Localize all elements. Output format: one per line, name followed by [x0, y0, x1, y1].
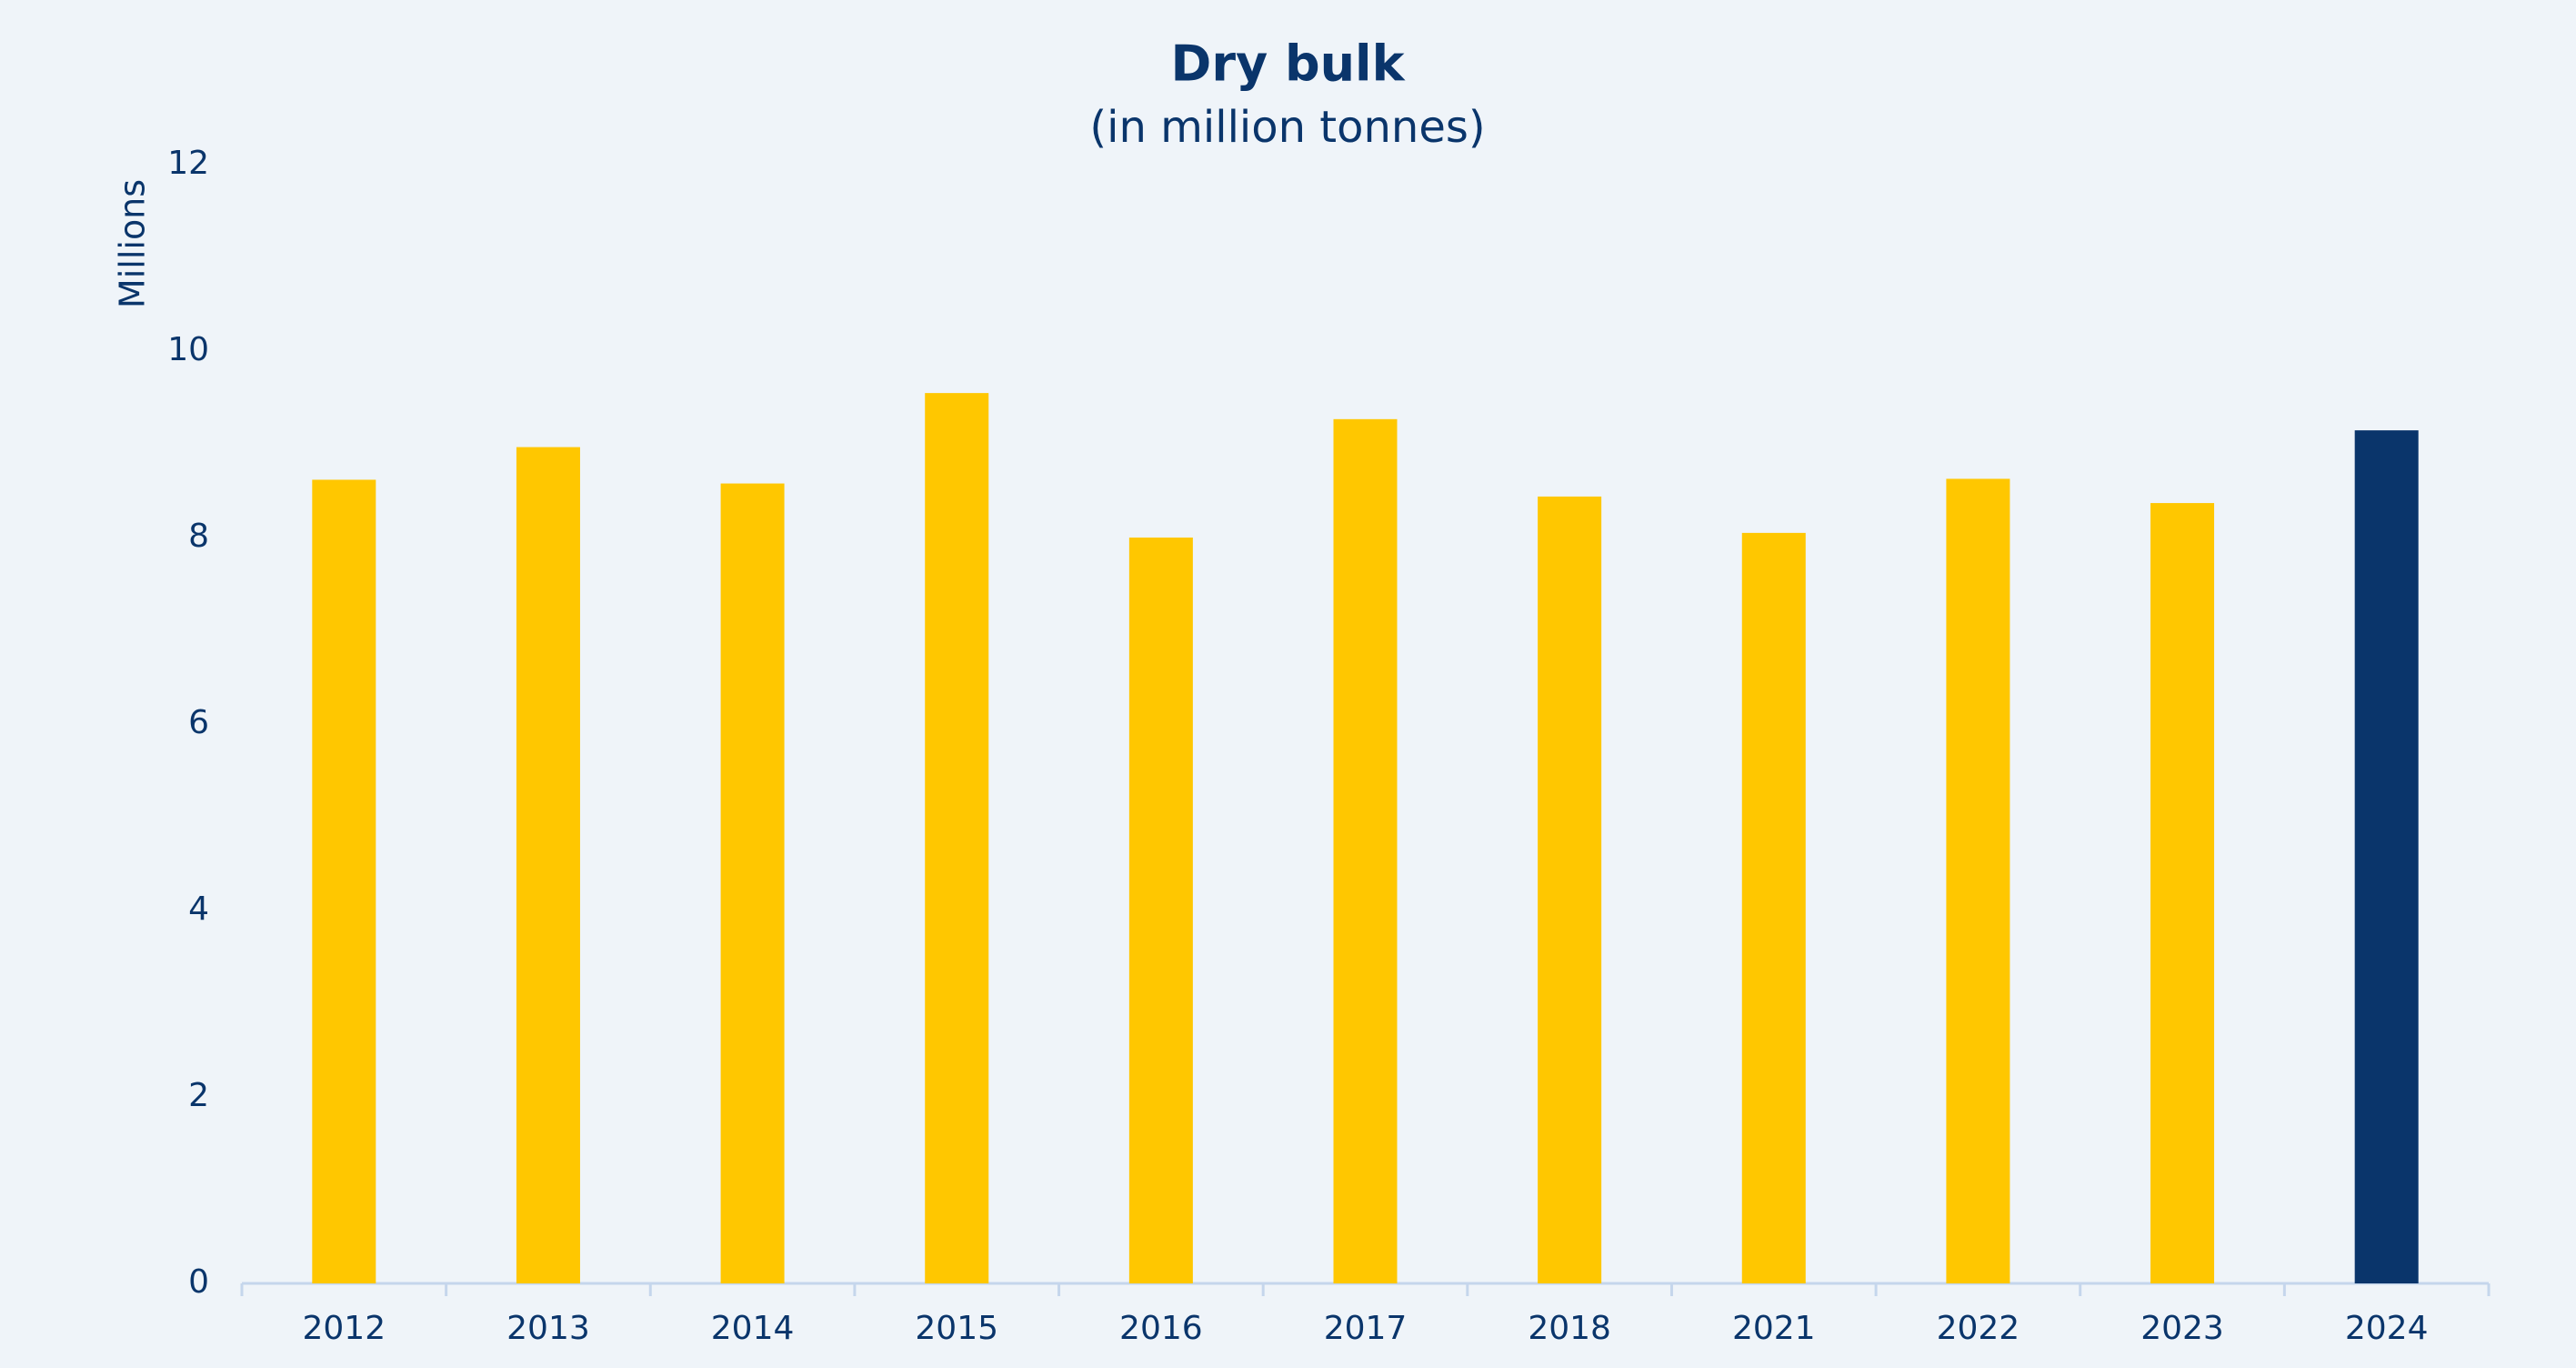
- x-tick-label: 2012: [303, 1310, 386, 1347]
- y-tick-label: 2: [188, 1077, 209, 1114]
- bar: [2150, 503, 2215, 1283]
- bar: [1128, 538, 1193, 1283]
- chart-subtitle: (in million tonnes): [1089, 102, 1485, 153]
- bar: [1946, 478, 2010, 1283]
- x-tick-label: 2023: [2140, 1310, 2224, 1347]
- y-tick-label: 0: [188, 1263, 209, 1301]
- y-axis-label: Millions: [113, 179, 153, 308]
- y-tick-label: 12: [167, 145, 209, 182]
- x-tick-label: 2015: [915, 1310, 998, 1347]
- x-tick-label: 2016: [1119, 1310, 1203, 1347]
- y-tick-label: 8: [188, 518, 209, 555]
- bar: [516, 447, 580, 1283]
- y-tick-label: 4: [188, 890, 209, 928]
- bar: [720, 483, 785, 1283]
- bar: [1538, 496, 1602, 1283]
- bar: [925, 393, 989, 1283]
- x-tick-label: 2018: [1528, 1310, 1611, 1347]
- chart-title: Dry bulk: [1171, 35, 1406, 93]
- x-tick-label: 2021: [1732, 1310, 1816, 1347]
- bar: [312, 479, 376, 1283]
- x-tick-label: 2013: [506, 1310, 590, 1347]
- x-tick-label: 2017: [1324, 1310, 1408, 1347]
- bar: [1741, 532, 1806, 1283]
- x-tick-label: 2022: [1937, 1310, 2020, 1347]
- y-tick-label: 6: [188, 704, 209, 741]
- bar: [1333, 418, 1398, 1283]
- bar: [2354, 430, 2419, 1283]
- x-tick-label: 2024: [2345, 1310, 2429, 1347]
- y-tick-label: 10: [167, 331, 209, 368]
- x-tick-label: 2014: [711, 1310, 795, 1347]
